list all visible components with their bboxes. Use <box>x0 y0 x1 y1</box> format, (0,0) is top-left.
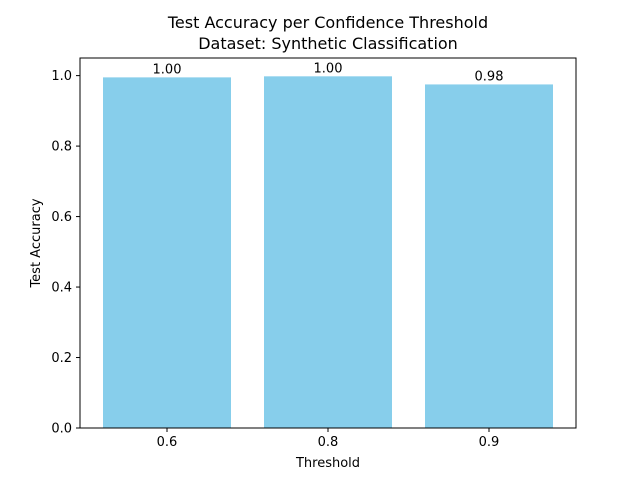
y-axis-label: Test Accuracy <box>29 198 44 288</box>
data-label-0.8: 1.00 <box>314 61 343 76</box>
bar-0.9 <box>425 84 553 428</box>
y-axis-ticks: 0.0 0.2 0.4 0.6 0.8 1.0 <box>51 69 80 437</box>
data-label-0.9: 0.98 <box>475 69 504 84</box>
data-labels-group: 1.00 1.00 0.98 <box>153 61 504 84</box>
x-tick-label-0.9: 0.9 <box>479 435 500 450</box>
y-tick-label-4: 0.8 <box>51 140 72 155</box>
bar-0.6 <box>103 77 231 428</box>
chart-title: Test Accuracy per Confidence Threshold <box>167 13 488 32</box>
bar-0.8 <box>264 76 392 429</box>
x-tick-label-0.8: 0.8 <box>318 435 339 450</box>
bars-group <box>103 76 553 429</box>
x-axis-ticks: 0.6 0.8 0.9 <box>157 428 500 450</box>
y-tick-label-0: 0.0 <box>51 422 72 437</box>
y-tick-label-5: 1.0 <box>51 69 72 84</box>
x-axis-label: Threshold <box>295 456 360 471</box>
y-tick-label-3: 0.6 <box>51 210 72 225</box>
chart-subtitle: Dataset: Synthetic Classification <box>198 34 458 53</box>
data-label-0.6: 1.00 <box>153 62 182 77</box>
y-tick-label-2: 0.4 <box>51 281 72 296</box>
x-tick-label-0.6: 0.6 <box>157 435 178 450</box>
y-tick-label-1: 0.2 <box>51 351 72 366</box>
